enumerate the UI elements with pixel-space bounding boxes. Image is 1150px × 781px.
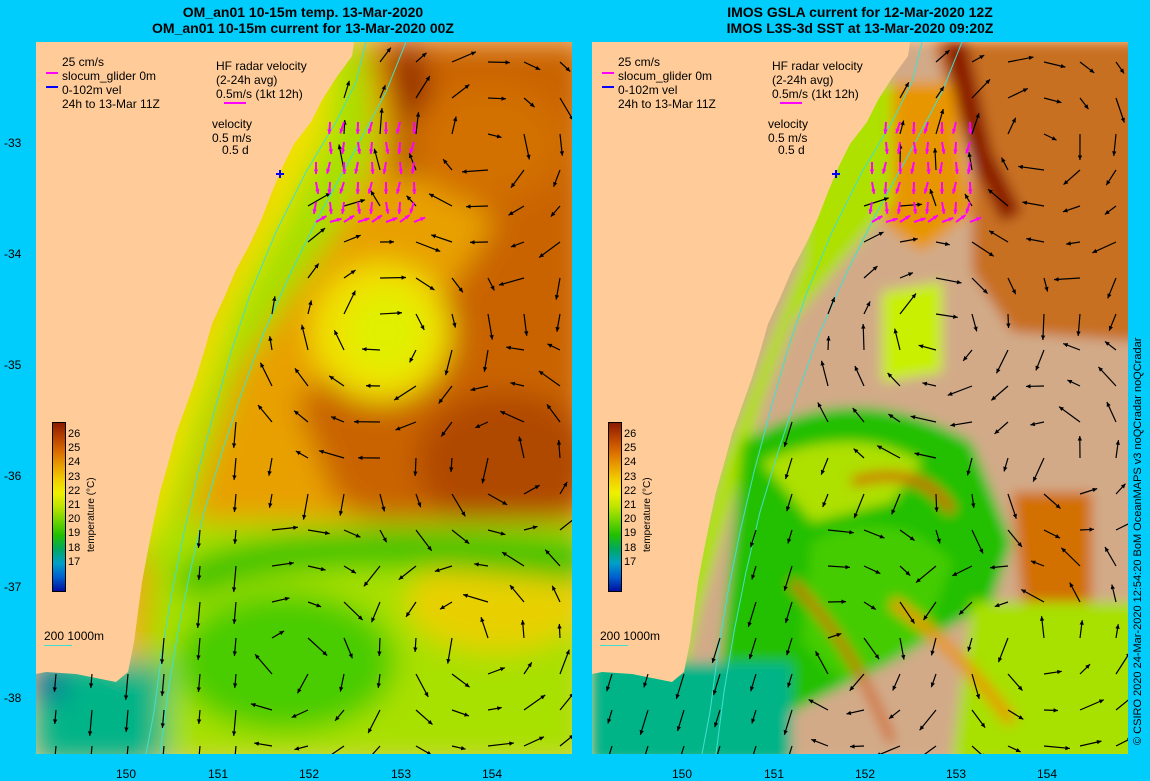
sst-field [592,42,1128,754]
colorbar-tick-label: 19 [68,527,80,539]
hf-legend-line1: HF radar velocity [216,60,307,73]
hf-legend-line1: HF radar velocity [772,60,863,73]
hf-legend-line2: (2-24h avg) [772,74,833,87]
right-panel-title: IMOS GSLA current for 12-Mar-2020 12Z IM… [592,4,1128,36]
colorbar-tick-label: 17 [624,556,636,568]
velocity-legend-label: velocity [212,118,252,131]
legend-vel: 0-102m vel [62,84,121,97]
colorbar-tick-label: 23 [624,471,636,483]
right-title-line1: IMOS GSLA current for 12-Mar-2020 12Z [592,4,1128,20]
hf-legend-arrow [224,102,246,104]
colorbar-title: temperature (°C) [642,477,653,552]
x-tick-label: 154 [482,767,502,781]
hf-legend-arrow [780,102,802,104]
legend-vel: 0-102m vel [618,84,677,97]
x-tick-label: 150 [116,767,136,781]
colorbar-tick-label: 20 [624,513,636,525]
legend-glider: slocum_glider 0m [618,70,712,83]
glider-legend-arrow [602,72,614,74]
y-tick-label: -35 [4,358,21,372]
legend-period: 24h to 13-Mar 11Z [62,98,160,111]
colorbar-tick-label: 18 [624,542,636,554]
legend-scale: 25 cm/s [62,56,104,69]
y-tick-label: -36 [4,469,21,483]
isobath-legend-line [600,645,628,646]
colorbar-tick-label: 24 [624,456,636,468]
left-title-line1: OM_an01 10-15m temp. 13-Mar-2020 [36,4,570,20]
y-tick-label: -37 [4,580,21,594]
colorbar-tick-label: 17 [68,556,80,568]
x-tick-label: 152 [299,767,319,781]
velocity-legend-scale2: 0.5 d [778,144,805,157]
colorbar-tick-label: 21 [624,499,636,511]
legend-glider: slocum_glider 0m [62,70,156,83]
x-tick-label: 153 [391,767,411,781]
colorbar-tick-label: 24 [68,456,80,468]
colorbar-tick-label: 22 [624,485,636,497]
model-temperature-map: 25 cm/s slocum_glider 0m 0-102m vel 24h … [36,42,572,754]
y-tick-label: -34 [4,247,21,261]
isobath-legend: 200 1000m [600,630,660,643]
colorbar-tick-label: 19 [624,527,636,539]
velocity-legend-scale2: 0.5 d [222,144,249,157]
colorbar-tick-label: 21 [68,499,80,511]
velocity-legend-label: velocity [768,118,808,131]
temperature-colorbar [608,422,622,592]
temperature-colorbar [52,422,66,592]
model-temperature-field [36,42,572,754]
x-tick-label: 151 [764,767,784,781]
x-tick-label: 150 [672,767,692,781]
sst-map: 25 cm/s slocum_glider 0m 0-102m vel 24h … [592,42,1128,754]
colorbar-tick-label: 25 [68,442,80,454]
hf-legend-line3: 0.5m/s (1kt 12h) [216,88,303,101]
glider-legend-arrow [46,72,58,74]
left-title-line2: OM_an01 10-15m current for 13-Mar-2020 0… [36,20,570,36]
x-tick-label: 151 [208,767,228,781]
y-tick-label: -33 [4,136,21,150]
right-title-line2: IMOS L3S-3d SST at 13-Mar-2020 09:20Z [592,20,1128,36]
hf-legend-line2: (2-24h avg) [216,74,277,87]
credit-text: © CSIRO 2020 24-Mar-2020 12:54:20 BoM Oc… [1132,338,1144,745]
vel-legend-arrow [46,86,58,88]
left-panel-title: OM_an01 10-15m temp. 13-Mar-2020 OM_an01… [36,4,570,36]
colorbar-tick-label: 18 [68,542,80,554]
x-tick-label: 154 [1037,767,1057,781]
colorbar-tick-label: 20 [68,513,80,525]
colorbar-tick-label: 25 [624,442,636,454]
x-tick-label: 152 [855,767,875,781]
colorbar-tick-label: 26 [624,428,636,440]
legend-period: 24h to 13-Mar 11Z [618,98,716,111]
colorbar-tick-label: 26 [68,428,80,440]
hf-legend-line3: 0.5m/s (1kt 12h) [772,88,859,101]
x-tick-label: 153 [946,767,966,781]
legend-scale: 25 cm/s [618,56,660,69]
colorbar-title: temperature (°C) [86,477,97,552]
colorbar-tick-label: 23 [68,471,80,483]
colorbar-tick-label: 22 [68,485,80,497]
isobath-legend: 200 1000m [44,630,104,643]
isobath-legend-line [44,645,72,646]
vel-legend-arrow [602,86,614,88]
y-tick-label: -38 [4,691,21,705]
